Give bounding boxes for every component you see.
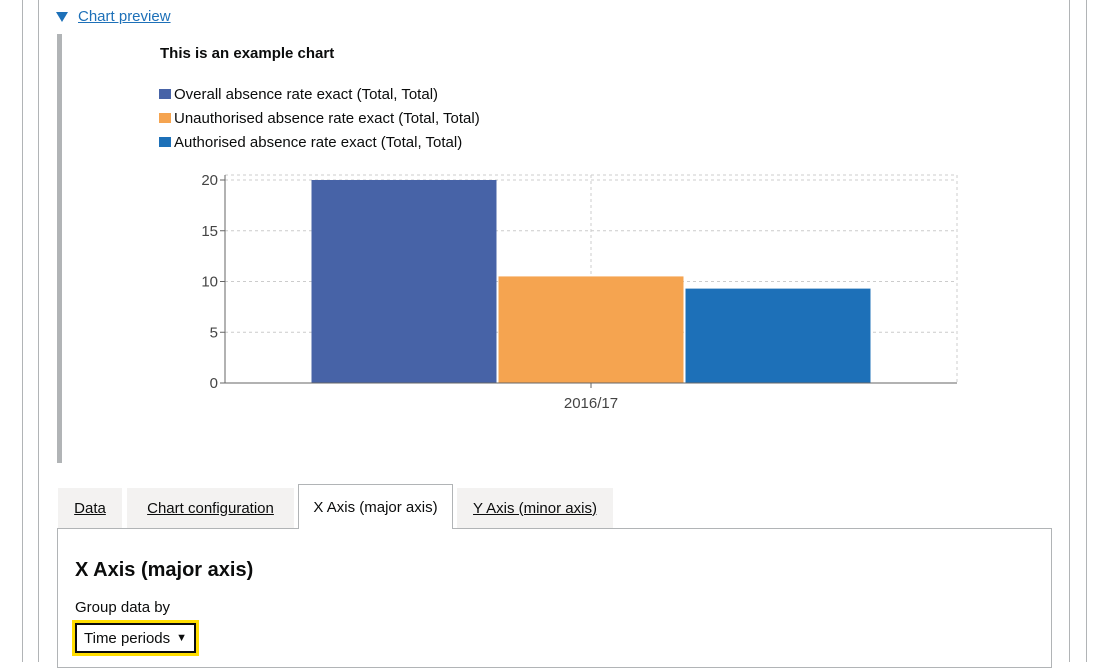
page-border-left bbox=[22, 0, 23, 662]
tab-data[interactable]: Data bbox=[58, 488, 122, 528]
legend-item: Overall absence rate exact (Total, Total… bbox=[159, 82, 480, 106]
group-data-select[interactable]: Time periods ▼ bbox=[72, 620, 199, 656]
legend-swatch bbox=[159, 113, 171, 123]
chart-legend: Overall absence rate exact (Total, Total… bbox=[159, 82, 480, 154]
details-indent-bar bbox=[57, 34, 62, 463]
panel-title: X Axis (major axis) bbox=[75, 559, 254, 581]
legend-swatch bbox=[159, 89, 171, 99]
legend-item: Unauthorised absence rate exact (Total, … bbox=[159, 106, 480, 130]
group-data-label: Group data by bbox=[75, 599, 171, 616]
container-border-right bbox=[1069, 0, 1070, 662]
tab-x-axis[interactable]: X Axis (major axis) bbox=[298, 484, 453, 529]
bar bbox=[311, 180, 497, 383]
group-data-value: Time periods bbox=[84, 629, 171, 647]
bar-chart: 0 5 10 15 20 2016/17 bbox=[201, 172, 958, 412]
page-border-right bbox=[1086, 0, 1087, 662]
legend-label: Unauthorised absence rate exact (Total, … bbox=[174, 109, 480, 127]
y-tick-label: 0 bbox=[210, 375, 218, 392]
y-tick-label: 15 bbox=[201, 223, 218, 240]
y-tick-label: 5 bbox=[210, 324, 218, 341]
triangle-down-icon bbox=[56, 11, 68, 22]
tab-y-axis[interactable]: Y Axis (minor axis) bbox=[457, 488, 613, 528]
legend-label: Authorised absence rate exact (Total, To… bbox=[174, 133, 463, 151]
x-axis-panel: X Axis (major axis) Group data by Time p… bbox=[57, 528, 1052, 668]
chart-title: This is an example chart bbox=[160, 45, 335, 62]
tab-chart-configuration[interactable]: Chart configuration bbox=[127, 488, 294, 528]
bar bbox=[685, 288, 871, 383]
y-tick-label: 10 bbox=[201, 274, 218, 291]
chart-preview-toggle[interactable]: Chart preview bbox=[56, 8, 171, 25]
container-border-left bbox=[38, 0, 39, 662]
dropdown-caret-icon: ▼ bbox=[176, 632, 187, 644]
legend-label: Overall absence rate exact (Total, Total… bbox=[174, 85, 439, 103]
y-tick-label: 20 bbox=[201, 172, 218, 189]
bar bbox=[498, 276, 684, 383]
legend-swatch bbox=[159, 137, 171, 147]
chart-preview-link[interactable]: Chart preview bbox=[78, 8, 171, 25]
x-tick-label: 2016/17 bbox=[564, 395, 618, 412]
legend-item: Authorised absence rate exact (Total, To… bbox=[159, 130, 480, 154]
